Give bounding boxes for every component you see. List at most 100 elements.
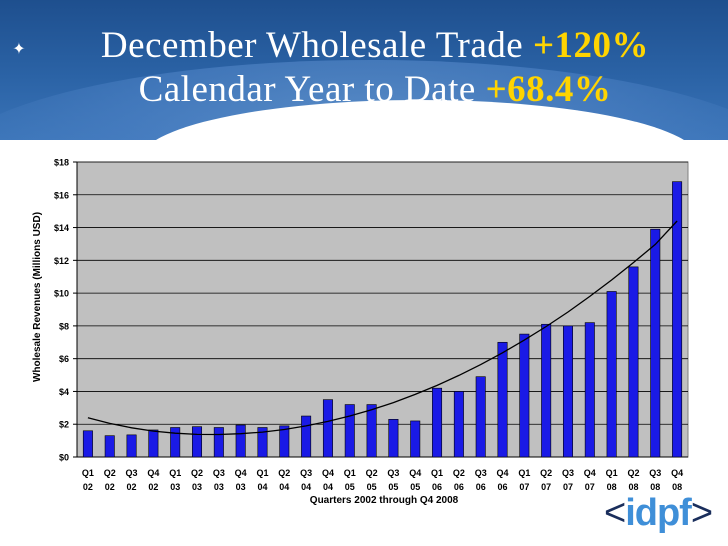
x-tick-label-quarter: Q3: [387, 468, 399, 478]
bar: [301, 415, 312, 458]
x-tick-label-quarter: Q2: [366, 468, 378, 478]
x-tick-label-quarter: Q3: [562, 468, 574, 478]
title-line-2: Calendar Year to Date +68.4%: [40, 68, 710, 112]
x-tick-label-quarter: Q4: [409, 468, 421, 478]
x-tick-label-quarter: Q1: [431, 468, 443, 478]
x-tick-label-quarter: Q1: [344, 468, 356, 478]
x-tick-label-quarter: Q1: [518, 468, 530, 478]
idpf-logo: <idpf>: [604, 490, 714, 536]
x-tick-label-year: 07: [541, 482, 551, 492]
y-tick-label: $18: [54, 158, 69, 168]
y-tick-label: $8: [59, 321, 69, 331]
y-tick-label: $16: [54, 190, 69, 200]
logo-text: idpf: [625, 492, 692, 534]
slide-title: December Wholesale Trade +120% Calendar …: [40, 24, 710, 112]
bar: [606, 291, 617, 458]
bar: [257, 427, 268, 458]
logo-right-bracket: >: [690, 492, 713, 534]
star-icon: ✦: [12, 39, 26, 58]
y-tick-label: $14: [54, 223, 69, 233]
bar: [475, 376, 486, 458]
title-banner: ✦: [0, 0, 728, 140]
x-tick-label-year: 04: [279, 482, 289, 492]
x-tick-label-quarter: Q4: [322, 468, 334, 478]
y-axis-title: Wholesale Revenues (Millions USD): [32, 212, 43, 382]
x-tick-label-quarter: Q2: [278, 468, 290, 478]
bar: [322, 399, 333, 458]
x-tick-label-quarter: Q4: [584, 468, 596, 478]
x-axis-title: Quarters 2002 through Q4 2008: [310, 495, 459, 506]
bar: [148, 429, 159, 458]
bar: [541, 323, 552, 458]
x-tick-label-quarter: Q1: [82, 468, 94, 478]
bar: [279, 425, 290, 458]
y-tick-label: $6: [59, 354, 69, 364]
x-tick-label-quarter: Q2: [540, 468, 552, 478]
x-tick-label-year: 06: [432, 482, 442, 492]
bar: [213, 427, 224, 458]
x-tick-label-quarter: Q2: [627, 468, 639, 478]
x-tick-label-year: 08: [607, 482, 617, 492]
bar: [562, 325, 573, 458]
bar: [82, 430, 93, 458]
y-tick-label: $0: [59, 453, 69, 463]
x-tick-label-year: 08: [628, 482, 638, 492]
x-tick-label-quarter: Q2: [104, 468, 116, 478]
x-tick-label-year: 07: [519, 482, 529, 492]
title-line-1-value: +120%: [532, 25, 650, 66]
x-tick-label-year: 02: [127, 482, 137, 492]
title-line-2-value: +68.4%: [485, 69, 612, 110]
bar: [235, 424, 246, 458]
x-tick-label-year: 02: [83, 482, 93, 492]
x-tick-label-quarter: Q1: [256, 468, 268, 478]
x-tick-label-year: 05: [345, 482, 355, 492]
x-tick-label-year: 07: [585, 482, 595, 492]
title-line-1-text: December Wholesale Trade: [100, 25, 524, 66]
x-tick-label-quarter: Q4: [671, 468, 683, 478]
logo-left-bracket: <: [604, 492, 626, 534]
x-tick-label-quarter: Q1: [606, 468, 618, 478]
x-tick-label-quarter: Q3: [649, 468, 661, 478]
x-tick-label-quarter: Q4: [497, 468, 509, 478]
x-tick-label-quarter: Q3: [300, 468, 312, 478]
x-tick-label-year: 05: [388, 482, 398, 492]
x-tick-label-quarter: Q4: [147, 468, 159, 478]
x-tick-label-year: 04: [301, 482, 311, 492]
x-tick-label-year: 05: [410, 482, 420, 492]
x-tick-label-quarter: Q3: [213, 468, 225, 478]
y-tick-label: $10: [54, 289, 69, 299]
bar: [628, 266, 639, 458]
revenue-chart: Wholesale Revenues (Millions USD) Quarte…: [32, 158, 689, 506]
bar: [126, 434, 137, 458]
bar: [672, 181, 683, 458]
y-tick-label: $4: [59, 387, 69, 397]
bar: [497, 341, 508, 458]
plot-area: [76, 161, 689, 458]
bar: [104, 435, 115, 458]
trendline: [87, 220, 678, 436]
x-tick-label-quarter: Q1: [169, 468, 181, 478]
bar: [584, 322, 595, 458]
bar: [410, 420, 421, 458]
y-tick-label: $2: [59, 420, 69, 430]
x-tick-label-year: 06: [454, 482, 464, 492]
x-tick-label-year: 06: [476, 482, 486, 492]
x-tick-label-year: 06: [498, 482, 508, 492]
bar: [170, 427, 181, 458]
bar: [192, 426, 203, 458]
x-tick-label-year: 08: [672, 482, 682, 492]
x-tick-label-year: 02: [105, 482, 115, 492]
x-tick-label-year: 03: [192, 482, 202, 492]
x-tick-label-quarter: Q3: [475, 468, 487, 478]
x-tick-label-year: 02: [148, 482, 158, 492]
x-tick-label-year: 08: [650, 482, 660, 492]
x-tick-label-year: 04: [323, 482, 333, 492]
bar: [366, 404, 377, 458]
x-tick-label-quarter: Q4: [235, 468, 247, 478]
bar: [453, 391, 464, 458]
x-tick-label-year: 03: [214, 482, 224, 492]
bar: [388, 419, 399, 458]
bar: [650, 228, 661, 458]
x-tick-label-year: 07: [563, 482, 573, 492]
bar: [432, 387, 443, 458]
